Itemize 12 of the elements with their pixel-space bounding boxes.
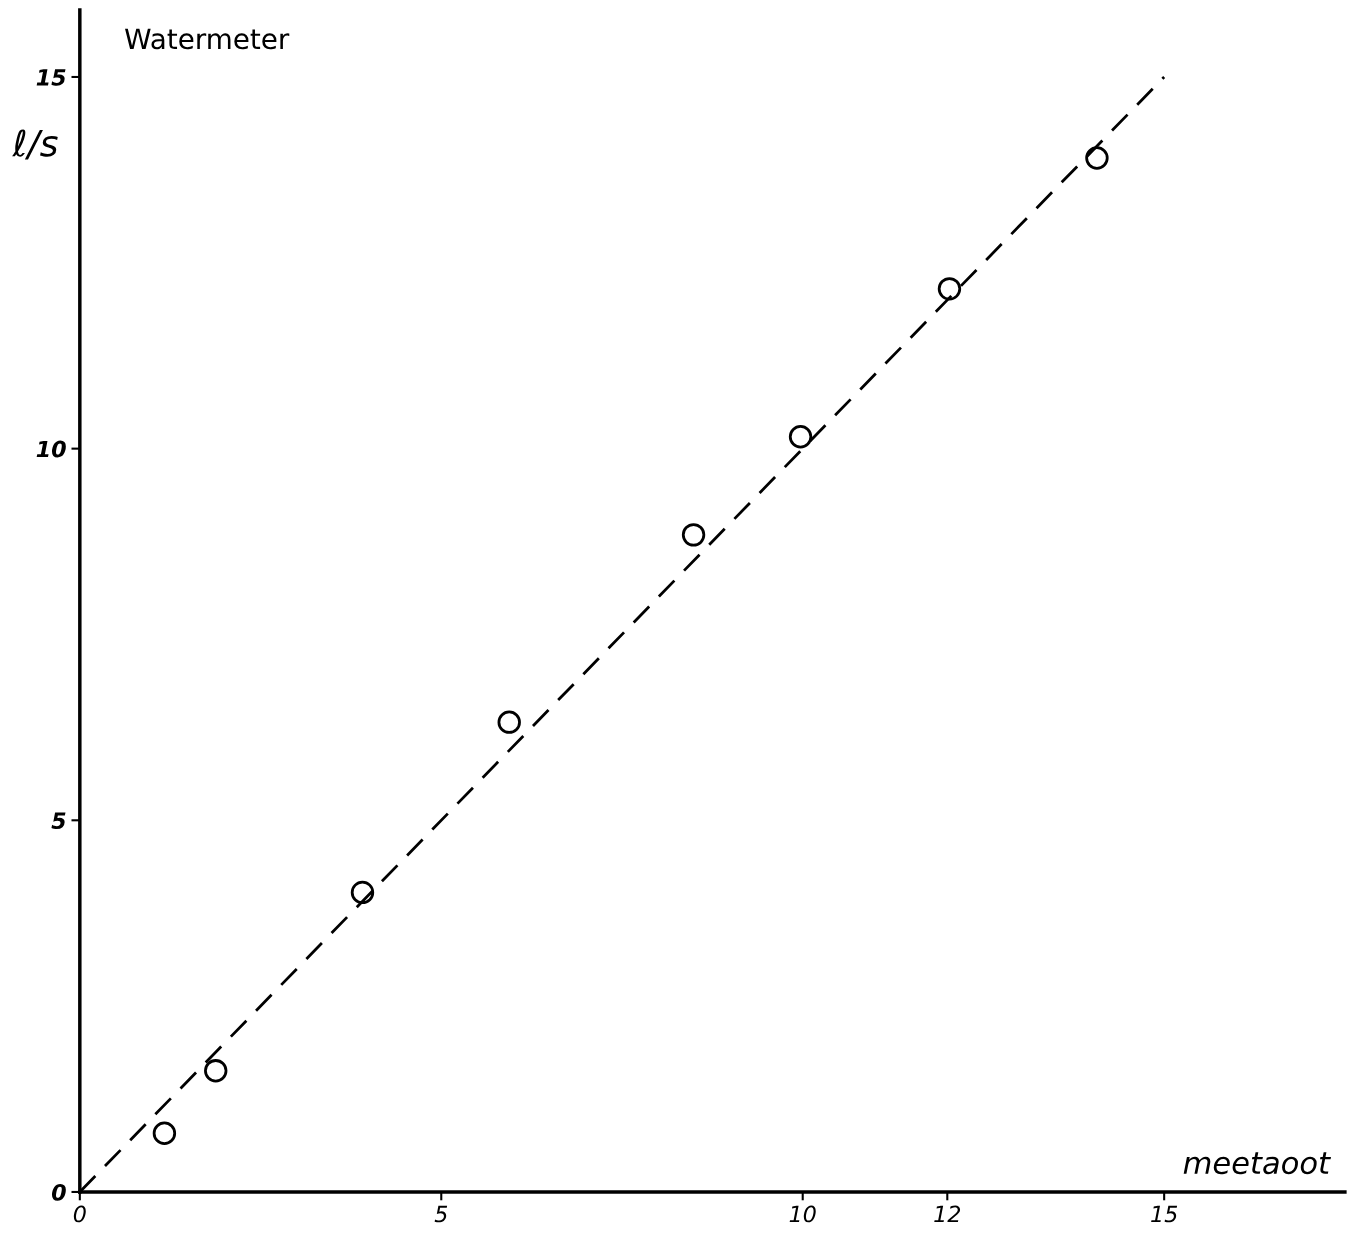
y-tick-label: 0 bbox=[51, 1183, 66, 1201]
text: Watermeter bbox=[125, 28, 290, 50]
y-tick-label: 5 bbox=[51, 812, 66, 830]
x-tick-label: 12 bbox=[934, 1205, 961, 1223]
x-axis-title: meetaoot bbox=[1183, 1152, 1331, 1175]
x-tick-label: 5 bbox=[434, 1205, 448, 1223]
y-axis-title: ℓ/s bbox=[12, 129, 58, 160]
x-tick-label: 10 bbox=[789, 1205, 816, 1223]
y-tick-label: 10 bbox=[36, 440, 66, 458]
x-tick-label: 15 bbox=[1151, 1205, 1178, 1223]
x-tick-label: 0 bbox=[73, 1205, 86, 1223]
y-tick-label: 15 bbox=[36, 69, 66, 86]
